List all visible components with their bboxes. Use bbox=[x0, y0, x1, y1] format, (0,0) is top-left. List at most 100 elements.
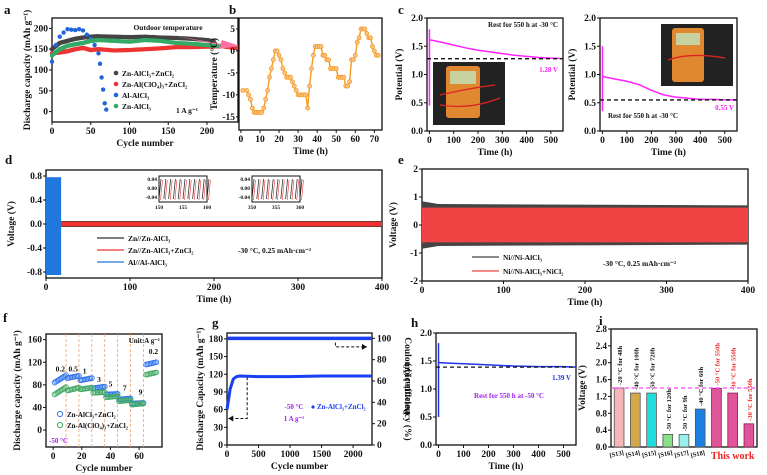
panel-a-ytick-label: 150 bbox=[34, 45, 49, 55]
panel-b-point bbox=[352, 52, 358, 58]
panel-a-ytick-label: 100 bbox=[34, 66, 49, 76]
legend-label: Al//Al-AlCl₃ bbox=[128, 258, 168, 267]
panel-f-rate-label: 0.5 bbox=[69, 364, 79, 373]
panel-c-left-ytick-label: 1.5 bbox=[411, 42, 423, 52]
panel-b-point bbox=[368, 35, 373, 41]
panel-c-right-ytick-label: 1.5 bbox=[584, 42, 596, 52]
panel-h-ylabel: Potential (V) bbox=[402, 363, 413, 415]
panel-b-xtick-label: 10 bbox=[255, 135, 265, 145]
panel-i-bar bbox=[678, 433, 690, 448]
panel-f-unit: Unit:A g⁻¹ bbox=[129, 337, 160, 345]
panel-b-point bbox=[248, 96, 253, 102]
legend-marker bbox=[113, 70, 119, 76]
panel-d-xtick-label: 100 bbox=[123, 283, 138, 293]
panel-b-point bbox=[293, 88, 299, 93]
panel-g-capacity bbox=[225, 374, 372, 410]
panel-b-point bbox=[265, 88, 271, 93]
panel-b-point bbox=[276, 52, 282, 58]
panel-f-point-0 bbox=[54, 377, 61, 384]
panel-letter: f bbox=[3, 310, 8, 325]
panel-a-point-2 bbox=[53, 42, 59, 48]
panel-g-ytick-label: 90 bbox=[214, 388, 224, 398]
panel-i-bar bbox=[630, 392, 641, 448]
panel-d-xlabel: Time (h) bbox=[197, 294, 232, 305]
panel-f-xtick-label: 20 bbox=[77, 452, 87, 462]
panel-d-inset-xtick-label: 360 bbox=[296, 205, 305, 211]
panel-i-bar-label: -20 °C for 48h bbox=[617, 345, 624, 385]
panel-i-category-label: [S18] bbox=[690, 450, 706, 460]
panel-f-ytick-label: 0 bbox=[37, 426, 42, 436]
panel-b-point bbox=[269, 66, 274, 71]
panel-f-point-1 bbox=[63, 384, 69, 390]
multimeter-leads bbox=[667, 54, 726, 61]
panel-f-point-1 bbox=[153, 369, 160, 376]
panel-i-bar-label: -50 °C for 120h bbox=[666, 389, 673, 432]
panel-b-point bbox=[288, 74, 293, 80]
panel-a-xtick-label: 0 bbox=[50, 127, 55, 137]
panel-b-point bbox=[261, 105, 267, 111]
panel-b-frame bbox=[238, 17, 383, 131]
panel-h-final-label: 1.39 V bbox=[552, 374, 571, 382]
panel-b-point bbox=[303, 92, 309, 98]
panel-f-rate-label: 0.2 bbox=[56, 364, 66, 373]
panel-letter: g bbox=[212, 315, 219, 330]
panel-b-point bbox=[246, 92, 251, 98]
panel-d-znzncl-band bbox=[61, 221, 383, 227]
panel-g-arrowhead-right bbox=[361, 343, 367, 350]
panel-a-point-2 bbox=[100, 87, 106, 92]
panel-a-point-2 bbox=[97, 61, 103, 66]
panel-f-rate-label: 0.2 bbox=[149, 347, 159, 356]
panel-letter: i bbox=[599, 313, 603, 328]
panel-i-ytick-label: 1.2 bbox=[596, 391, 608, 401]
panel-f-point-1 bbox=[53, 390, 59, 397]
panel-b-point bbox=[345, 83, 351, 89]
panel-a-point-2 bbox=[92, 42, 97, 48]
panel-c-right-ytick-label: 2.0 bbox=[584, 14, 596, 24]
panel-g-xtick-label: 1000 bbox=[281, 450, 300, 460]
panel-h-ytick-label: 2.0 bbox=[420, 329, 432, 339]
panel-i-category-label: [S17] bbox=[674, 450, 690, 460]
panel-b-point bbox=[270, 57, 276, 63]
panel-f-point-1 bbox=[51, 391, 58, 398]
panel-h-xtick-label: 100 bbox=[456, 450, 471, 460]
panel-d-inset-xtick-label: 350 bbox=[248, 205, 257, 211]
legend-label: Zn-Al(ClO₄)₃+ZnCl₂ bbox=[67, 422, 128, 430]
panel-f-point-1 bbox=[58, 387, 65, 393]
panel-d-ytick-label: 0.8 bbox=[30, 172, 42, 182]
panel-g-y2tick-label: 80 bbox=[377, 356, 387, 366]
panel-i-highlight-label: This work bbox=[711, 451, 755, 462]
legend-label: Zn//Zn-AlCl₃+ZnCl₂ bbox=[128, 246, 194, 255]
panel-e-ytick-label: -2 bbox=[410, 277, 418, 287]
panel-c-right-final-label: 0.55 V bbox=[715, 104, 734, 112]
panel-b-point bbox=[282, 70, 288, 76]
panel-b-ytick-label: -15 bbox=[222, 113, 235, 123]
panel-a-annotation: Outdoor temperature bbox=[133, 23, 203, 32]
panel-b-ytick-label: -5 bbox=[227, 69, 235, 79]
panel-f-ytick-label: 80 bbox=[33, 381, 43, 391]
panel-i-bar bbox=[727, 392, 738, 448]
panel-f-point-0 bbox=[101, 383, 108, 390]
panel-letter: b bbox=[229, 2, 236, 17]
legend-label: Zn-AlCl₃+ZnCl₂ bbox=[317, 403, 366, 411]
panel-b-point bbox=[307, 83, 312, 89]
panel-h-frame bbox=[435, 332, 577, 446]
panel-f-point-0 bbox=[57, 376, 64, 382]
panel-b-point bbox=[371, 48, 377, 54]
panel-e-ytick-label: 1 bbox=[413, 193, 418, 203]
panel-f-point-0 bbox=[58, 375, 65, 381]
panel-d-xtick-label: 200 bbox=[207, 283, 222, 293]
panel-f-ytick-label: 160 bbox=[28, 336, 43, 346]
panel-b-point bbox=[310, 52, 316, 58]
panel-a-point-2 bbox=[49, 59, 55, 64]
panel-a-point-2 bbox=[80, 28, 86, 33]
panel-i-bar bbox=[711, 388, 722, 448]
panel-g-y2tick-label: 0 bbox=[377, 441, 382, 451]
panel-letter: h bbox=[411, 315, 419, 330]
panel-b-point bbox=[356, 35, 362, 41]
panel-b-xtick-label: 20 bbox=[274, 135, 284, 145]
panel-i-bar-label: -40 °C for 100h bbox=[633, 347, 640, 390]
panel-c-left-ytick-label: 1.0 bbox=[411, 71, 423, 81]
panel-b-point bbox=[259, 110, 265, 115]
panel-f-point-0 bbox=[51, 379, 58, 386]
panel-b-point bbox=[347, 79, 352, 85]
